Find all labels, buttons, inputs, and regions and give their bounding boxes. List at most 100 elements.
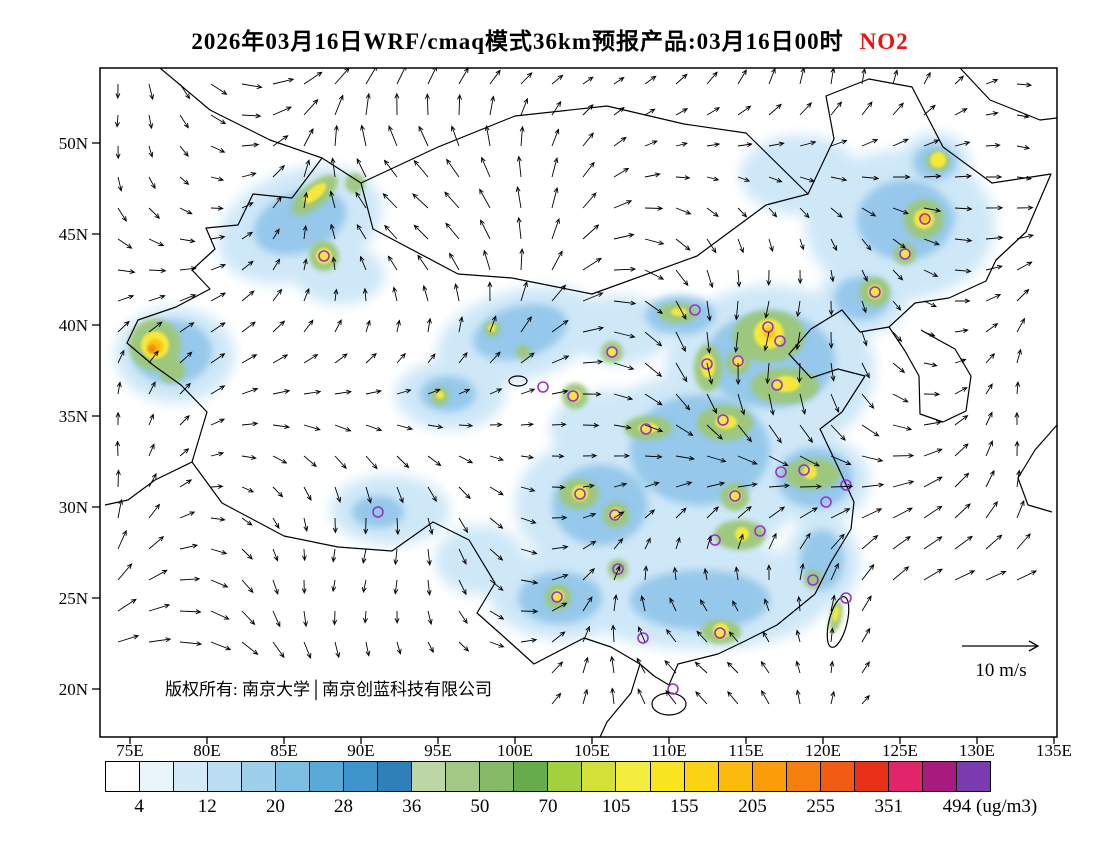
wind-arrow: [458, 641, 470, 652]
wind-arrow: [115, 440, 121, 457]
wind-arrow: [768, 141, 785, 147]
wind-arrow: [613, 594, 618, 612]
wind-arrow: [706, 424, 724, 440]
wind-arrow: [985, 205, 1004, 211]
wind-arrow: [148, 472, 157, 488]
wind-arrow: [706, 393, 717, 414]
wind-arrow: [1016, 317, 1026, 333]
wind-arrow: [458, 486, 471, 500]
city-marker: [567, 390, 579, 402]
wind-arrow: [1016, 82, 1033, 88]
wind-arrow: [303, 159, 311, 178]
wind-arrow: [861, 627, 871, 643]
wind-arrow: [613, 393, 634, 401]
wind-arrow: [210, 610, 230, 620]
wind-arrow: [210, 641, 232, 651]
wind-arrow: [954, 328, 969, 334]
colorbar-tick-label: 12: [197, 796, 217, 817]
wind-arrow: [861, 362, 870, 379]
wind-arrow: [551, 284, 567, 302]
city-marker: [798, 464, 810, 476]
colorbar: [105, 761, 991, 792]
colorbar-tick-label: 155: [670, 796, 699, 817]
wind-arrow: [458, 579, 467, 596]
wind-arrow: [117, 529, 127, 550]
wind-arrow: [644, 238, 665, 246]
wind-arrow: [551, 573, 569, 581]
wind-arrow: [241, 172, 257, 178]
wind-arrow: [427, 317, 432, 333]
lon-label: 80E: [193, 741, 220, 758]
wind-arrow: [768, 103, 782, 116]
wind-arrow: [427, 353, 436, 364]
wind-arrow: [582, 326, 605, 333]
wind-arrow: [892, 331, 903, 343]
wind-arrow: [732, 600, 739, 612]
wind-arrow: [1016, 570, 1038, 581]
wind-arrow: [892, 300, 902, 311]
wind-arrow: [1016, 145, 1031, 150]
wind-arrow: [892, 138, 910, 147]
wind-arrow: [985, 142, 1001, 148]
wind-arrow: [799, 393, 807, 415]
wind-arrow: [383, 159, 398, 178]
wind-arrow: [643, 565, 649, 581]
wind-arrow: [241, 455, 257, 460]
wind-arrow: [179, 415, 190, 426]
lat-label: 45N: [59, 225, 88, 244]
wind-arrow: [117, 238, 133, 249]
wind-arrow: [613, 453, 630, 459]
wind-arrow: [737, 505, 752, 519]
wind-arrow: [365, 424, 383, 432]
wind-arrow: [828, 300, 834, 316]
wind-arrow: [644, 537, 651, 550]
wind-arrow: [303, 128, 314, 147]
wind-arrow: [893, 174, 911, 180]
wind-arrow: [613, 482, 628, 488]
wind-vectors: [114, 68, 1038, 705]
colorbar-tick-label: 50: [470, 796, 490, 817]
wind-arrow: [489, 641, 505, 648]
wind-arrow: [457, 93, 463, 116]
wind-arrow: [272, 196, 282, 209]
wind-arrow: [830, 508, 851, 519]
wind-arrow: [799, 176, 816, 183]
wind-arrow: [210, 516, 226, 522]
wind-arrow: [520, 280, 528, 302]
wind-arrow: [148, 294, 166, 302]
wind-arrow: [272, 455, 288, 464]
wind-arrow: [644, 331, 663, 347]
wind-arrow: [613, 362, 635, 371]
wind-arrow: [551, 661, 564, 674]
colorbar-cell: [480, 762, 515, 791]
wind-arrow: [179, 609, 202, 615]
wind-arrow: [241, 641, 259, 655]
city-marker: [551, 591, 563, 603]
wind-arrow: [923, 71, 931, 85]
wind-arrow: [892, 507, 913, 519]
wind-arrow: [582, 391, 602, 397]
wind-arrow: [765, 362, 771, 385]
wind-arrow: [675, 108, 689, 116]
wind-arrow: [329, 223, 336, 240]
wind-arrow: [427, 388, 441, 395]
lon-label: 125E: [882, 741, 918, 758]
wind-arrow: [148, 114, 154, 130]
wind-arrow: [829, 269, 835, 283]
wind-arrow: [484, 125, 491, 147]
wind-arrow: [637, 688, 646, 705]
wind-arrow: [115, 83, 121, 100]
wind-arrow: [644, 362, 663, 377]
hainan-island: [651, 692, 687, 716]
wind-arrow: [613, 106, 625, 116]
wind-arrow: [427, 517, 434, 536]
wind-arrow: [393, 548, 399, 566]
wind-arrow: [665, 689, 677, 705]
wind-arrow: [923, 173, 942, 179]
wind-arrow: [613, 200, 633, 209]
wind-arrow: [799, 507, 819, 519]
wind-arrow: [179, 479, 193, 488]
wind-arrow: [923, 238, 941, 246]
wind-arrow: [696, 630, 708, 643]
wind-arrow: [115, 411, 121, 426]
